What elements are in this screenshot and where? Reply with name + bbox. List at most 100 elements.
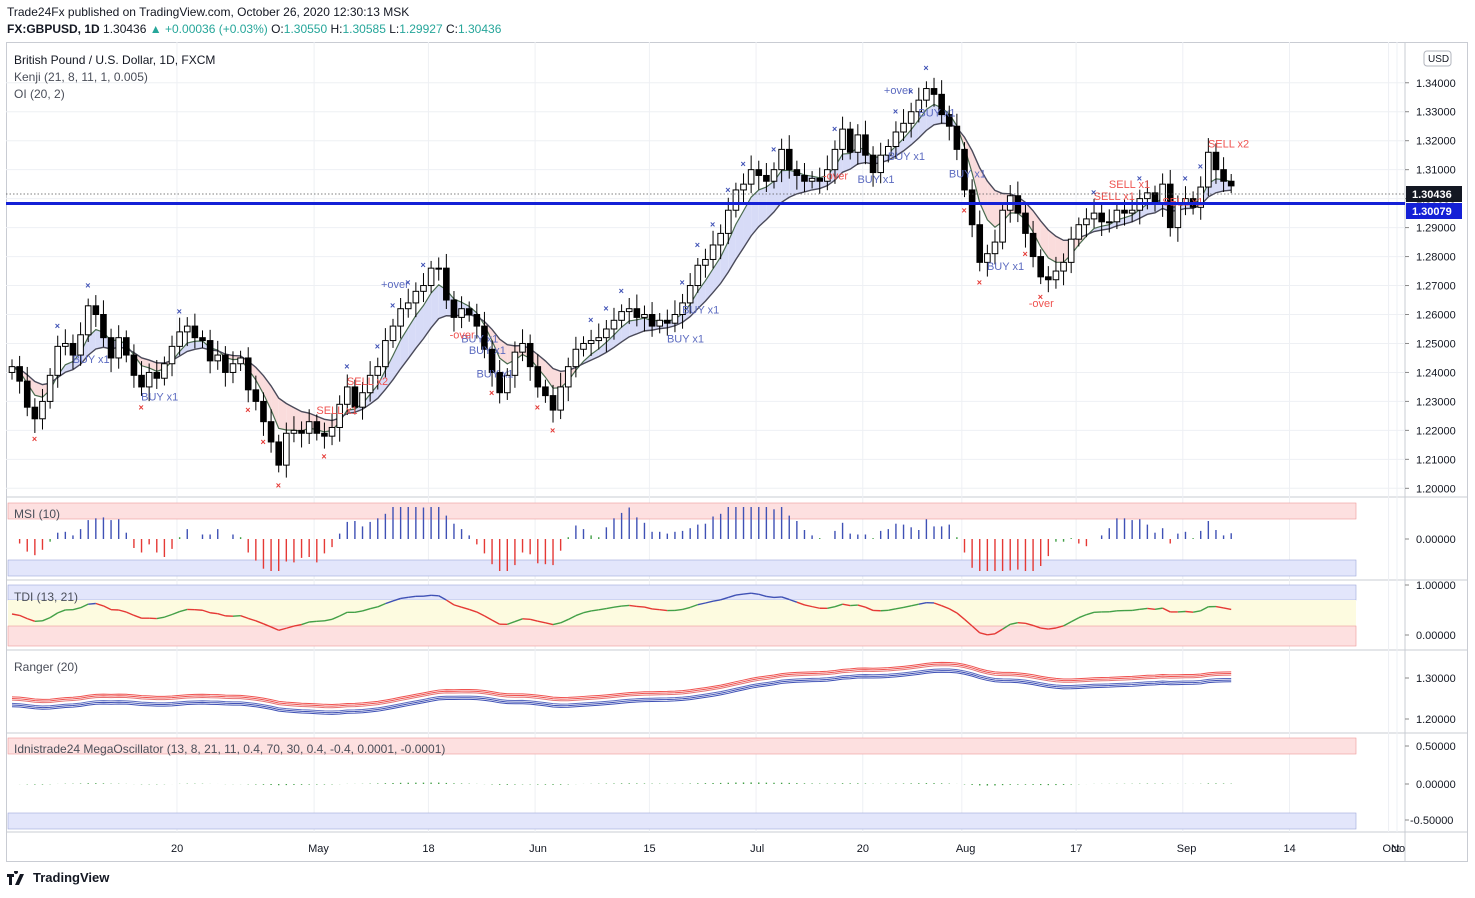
tdi-segment — [445, 599, 455, 606]
candle-body — [123, 337, 130, 356]
x-tick-label: 18 — [422, 843, 434, 855]
tdi-segment — [423, 594, 432, 597]
tdi-segment — [301, 621, 310, 626]
tradingview-logo-icon — [7, 870, 24, 885]
tdi-segment — [362, 608, 371, 612]
tdi-segment — [652, 608, 660, 611]
tdi-segment — [529, 618, 538, 622]
tdi-segment — [1200, 606, 1209, 612]
ranger-line — [11, 668, 1232, 712]
open-value: 1.30550 — [283, 22, 328, 36]
osc-tick-label: 0.00000 — [1416, 534, 1456, 546]
candle-body — [641, 314, 648, 318]
candle-body — [382, 340, 389, 368]
buy-signal-label: BUY x1 — [888, 151, 925, 163]
oversold-marker: × — [977, 278, 982, 288]
candle-body — [854, 134, 862, 153]
tdi-segment — [491, 619, 501, 625]
candle-body — [1166, 183, 1174, 229]
oversold-marker: × — [1022, 249, 1027, 259]
candle-body — [679, 302, 686, 316]
candle-body — [31, 406, 39, 420]
oversold-marker: × — [489, 388, 494, 398]
close-value: 1.30436 — [457, 22, 502, 36]
price-axis[interactable]: 1.34000 1.33000 1.32000 1.31000 1.30000 1.290… — [1405, 78, 1456, 827]
tdi-segment — [179, 608, 188, 613]
tdi-segment — [1078, 613, 1087, 619]
osc-tick-label: 1.20000 — [1416, 714, 1456, 726]
overbought-marker: × — [741, 159, 746, 169]
tdi-segment — [126, 611, 135, 616]
y-tick-label: 1.20000 — [1416, 483, 1456, 495]
y-tick-label: 1.24000 — [1416, 367, 1456, 379]
overbought-marker: × — [908, 86, 913, 96]
candle-body — [199, 337, 206, 342]
candle-body — [778, 148, 785, 171]
tdi-label: TDI (13, 21) — [14, 590, 78, 604]
y-tick-label: 1.31000 — [1416, 165, 1456, 177]
candle-body — [336, 403, 343, 428]
candle-body — [938, 93, 945, 116]
tdi-segment — [1139, 607, 1148, 611]
candle-body — [328, 426, 336, 437]
cloud-segment — [271, 385, 279, 429]
cloud-segment — [697, 280, 706, 309]
currency-badge[interactable]: USD — [1423, 50, 1452, 67]
time-axis[interactable]: 20May18Jun15Jul20Aug17Sep14Oct19No — [171, 843, 1475, 855]
x-tick-label: Sep — [1177, 843, 1197, 855]
tdi-segment — [1223, 607, 1232, 611]
chart-frame[interactable] — [6, 42, 1468, 862]
candle-body — [664, 319, 671, 324]
x-tick-label: Aug — [956, 843, 976, 855]
candle-body — [961, 148, 968, 191]
cloud-segment — [1025, 202, 1034, 233]
tdi-segment — [773, 596, 782, 599]
cloud-segment — [34, 381, 43, 398]
tdi-segment — [156, 616, 165, 620]
tdi-segment — [57, 609, 66, 614]
tdi-segment — [1010, 622, 1018, 625]
buy-signal-label: BUY x1 — [918, 108, 955, 120]
candle-body — [793, 169, 801, 176]
tdi-segment — [545, 622, 554, 626]
tdi-segment — [537, 620, 546, 624]
candle-body — [831, 148, 839, 171]
candle-body — [115, 337, 122, 359]
msi-histogram — [18, 507, 1232, 571]
tdi-segment — [613, 605, 622, 608]
tdi-segment — [263, 623, 272, 628]
candle-body — [161, 363, 168, 379]
tdi-segment — [95, 602, 104, 607]
cloud-segment — [278, 398, 287, 430]
tdi-segment — [270, 626, 279, 631]
ranger-line — [11, 663, 1232, 707]
candles — [8, 77, 1235, 478]
candle-body — [222, 354, 229, 373]
buy-signal-label: BUY x1 — [987, 261, 1024, 273]
tdi-segment — [964, 618, 973, 627]
overbought-marker: × — [1198, 162, 1203, 172]
tdi-segment — [591, 609, 599, 612]
price-tag: 1.30436 — [1406, 186, 1462, 202]
candle-body — [458, 308, 465, 318]
cloud-segment — [545, 360, 554, 389]
oversold-marker: × — [535, 402, 540, 412]
candle-body — [290, 429, 298, 434]
tdi-segment — [682, 606, 691, 611]
cloud-segment — [537, 354, 546, 378]
candle-body — [69, 342, 77, 356]
candle-body — [77, 334, 84, 356]
cloud-segment — [553, 368, 561, 389]
footer-brand[interactable]: TradingView — [7, 870, 109, 885]
candle-body — [138, 374, 145, 388]
buy-signal-label: BUY x1 — [469, 345, 506, 357]
x-tick-label: No — [1391, 843, 1405, 855]
candle-body — [298, 429, 305, 434]
tdi-segment — [316, 620, 325, 622]
y-tick-label: 1.27000 — [1416, 281, 1456, 293]
open-label: O: — [271, 22, 284, 36]
cloud-segment — [1147, 204, 1155, 215]
tdi-segment — [324, 618, 333, 622]
oversold-marker: × — [32, 434, 37, 444]
